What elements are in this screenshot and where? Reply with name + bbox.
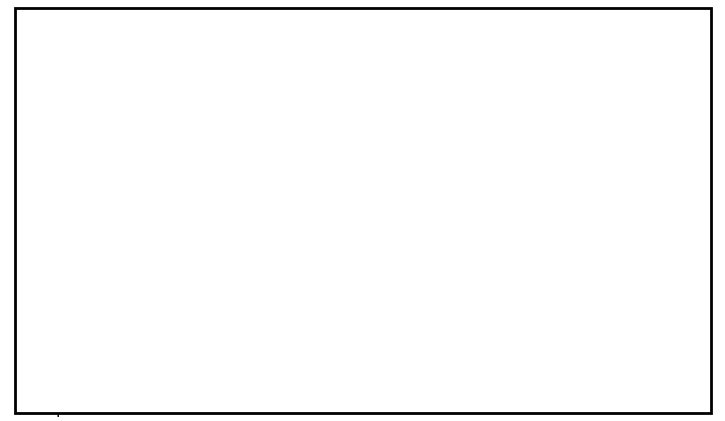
Text: 95th-99th Percentile: 95th-99th Percentile — [40, 372, 196, 387]
Text: 21.4%: 21.4% — [390, 372, 439, 387]
Text: 10.8%: 10.8% — [390, 249, 439, 264]
Text: Current Effective
Tax Rate: Current Effective Tax Rate — [300, 141, 447, 173]
Text: 90th-95th Percentile: 90th-95th Percentile — [40, 341, 196, 356]
Text: 27.4%: 27.4% — [390, 402, 439, 418]
Text: 18.5%: 18.5% — [390, 341, 439, 356]
Text: 14.4%: 14.4% — [390, 280, 439, 295]
Text: 17.1%: 17.1% — [629, 218, 678, 233]
Text: Middle Quintile: Middle Quintile — [40, 249, 155, 264]
Text: 17.1%: 17.1% — [390, 310, 439, 325]
Text: 27.2%: 27.2% — [629, 402, 678, 418]
Text: Deduction: $12,287: Deduction: $12,287 — [373, 93, 505, 107]
Text: Flat Tax Effective
Tax Rate: Flat Tax Effective Tax Rate — [521, 141, 668, 173]
Text: 21.7%: 21.7% — [629, 249, 678, 264]
Text: Tax Rate: 27.4%: Tax Rate: 27.4% — [373, 72, 481, 85]
Text: 26.6%: 26.6% — [629, 372, 678, 387]
Text: Flat Tax Parameters: Flat Tax Parameters — [349, 44, 521, 59]
Text: Top 1 Percent: Top 1 Percent — [40, 402, 143, 418]
Text: 1.4%: 1.4% — [639, 187, 678, 203]
Text: 80th-90th Percentile: 80th-90th Percentile — [40, 310, 196, 325]
Text: Bottom Quintile: Bottom Quintile — [40, 187, 160, 203]
Text: 1.4%: 1.4% — [400, 187, 439, 203]
Text: 26.0%: 26.0% — [629, 341, 678, 356]
Text: 5.7%: 5.7% — [400, 218, 439, 233]
Text: 24.2%: 24.2% — [629, 280, 678, 295]
Text: Fourth Quintile: Fourth Quintile — [40, 280, 154, 295]
Text: 25.4%: 25.4% — [629, 310, 678, 325]
Text: Second Quintile: Second Quintile — [40, 218, 161, 233]
